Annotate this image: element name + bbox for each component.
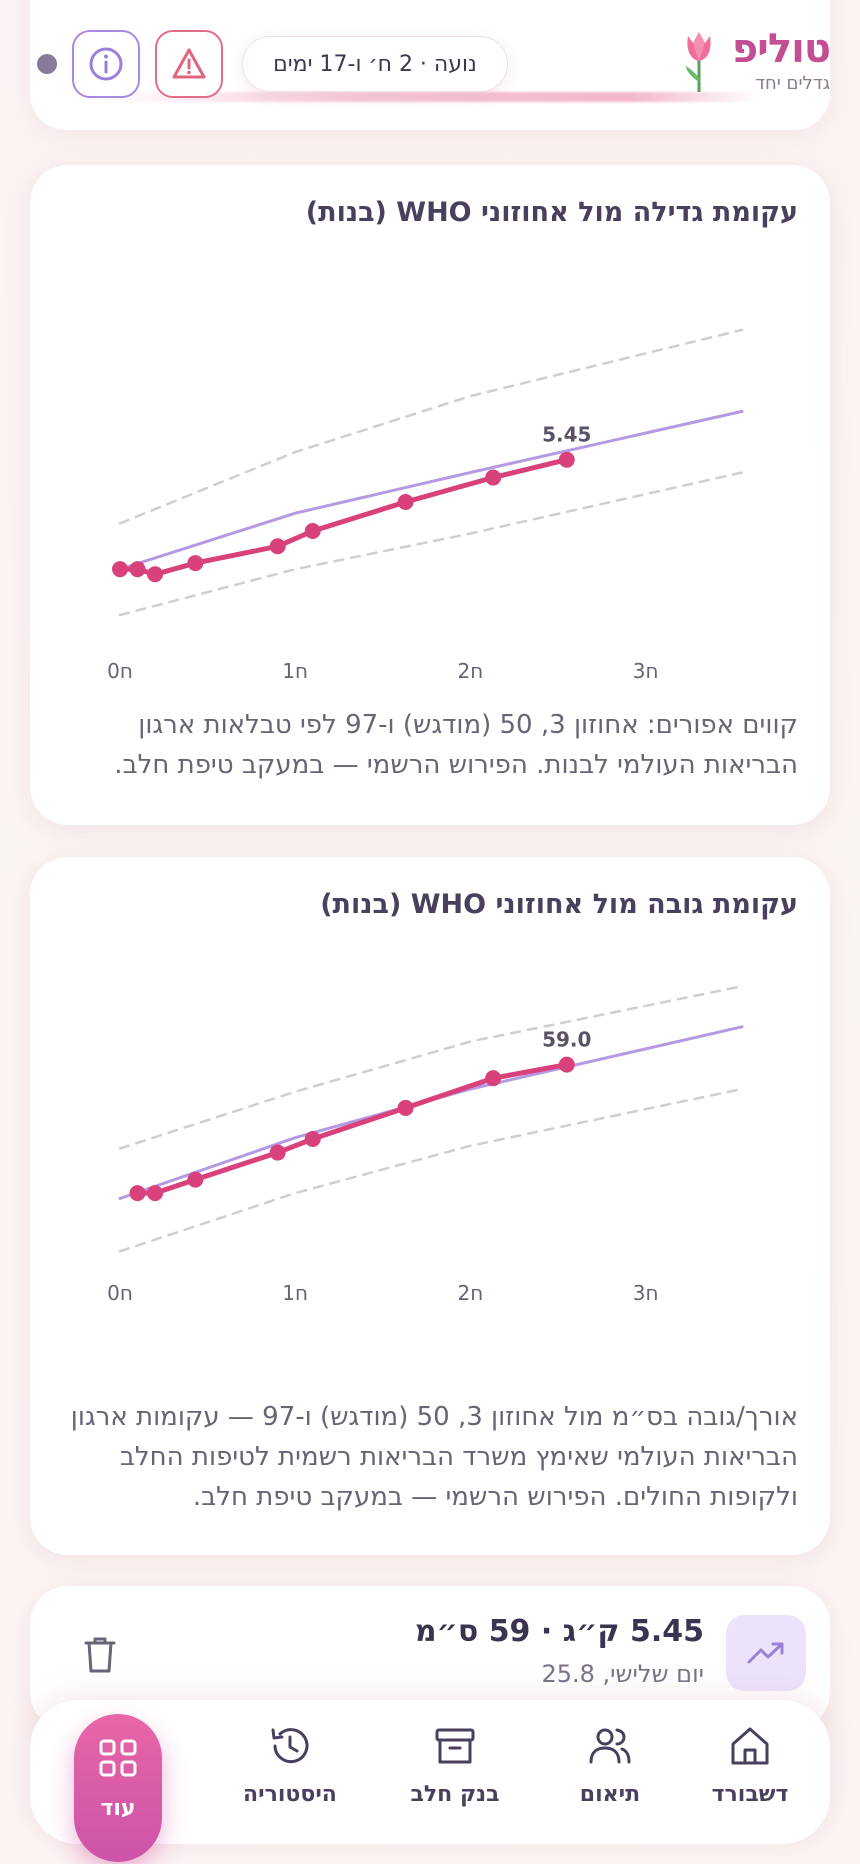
nav-milk-bank-label: בנק חלב [410, 1782, 500, 1807]
measured-point [129, 561, 146, 578]
measured-point [485, 469, 502, 486]
alert-button[interactable] [155, 30, 223, 98]
measured-point [112, 561, 128, 578]
x-tick-label: 2ח [458, 1281, 484, 1305]
last-value-label: 5.45 [542, 423, 591, 447]
measured-point [485, 1070, 502, 1087]
height-chart-card: עקומת גובה מול אחוזוני WHO (בנות) 59.0 0ח… [30, 857, 830, 1555]
home-icon [731, 1727, 769, 1765]
series-p97-line [118, 984, 744, 1150]
series-p97-line [118, 328, 744, 525]
status-dot [37, 54, 57, 74]
x-tick-label: 0ח [107, 659, 133, 683]
entry-measurements: 5.45 ק״ג · 59 ס״מ [414, 1614, 704, 1649]
x-tick-label: 3ח [633, 1281, 659, 1305]
weight-chart-title: עקומת גדילה מול אחוזוני WHO (בנות) [305, 197, 798, 228]
measured-point [304, 523, 321, 539]
measured-point [397, 1099, 414, 1116]
archive-box-icon [435, 1728, 475, 1764]
x-tick-label: 1ח [282, 659, 308, 683]
nav-more-label: עוד [100, 1796, 136, 1821]
entry-date: יום שלישי, 25.8 [541, 1660, 704, 1688]
trash-icon[interactable] [82, 1634, 118, 1674]
nav-dashboard-label: דשבורד [711, 1782, 789, 1807]
warning-icon [172, 48, 206, 79]
info-button[interactable] [72, 30, 140, 98]
x-tick-label: 0ח [107, 1281, 133, 1305]
height-chart-note: אורך/גובה בס״מ מול אחוזון 3, 50 (מודגש) … [70, 1402, 798, 1512]
measured-point [558, 451, 575, 468]
series-p3-line [118, 1087, 744, 1253]
nav-milk-bank[interactable]: בנק חלב [395, 1724, 515, 1807]
trend-icon-badge [726, 1615, 806, 1691]
measured-point [187, 1171, 204, 1188]
series-p3-line [118, 471, 744, 617]
weight-growth-chart: 5.45 0ח 1ח 2ח 3ח [107, 328, 744, 683]
baby-age-pill[interactable]: נועה · 2 ח׳ ו-17 ימים [242, 36, 508, 92]
header-accent-line [100, 92, 760, 102]
measured-point [187, 555, 204, 572]
nav-dashboard[interactable]: דשבורד [690, 1724, 810, 1807]
users-icon [589, 1728, 631, 1764]
height-chart-title: עקומת גובה מול אחוזוני WHO (בנות) [320, 889, 798, 920]
series-measured-line [137, 1062, 568, 1196]
measured-point [269, 1144, 286, 1161]
info-icon [89, 47, 123, 81]
measured-point [304, 1131, 321, 1148]
x-tick-label: 2ח [458, 659, 484, 683]
x-tick-label: 1ח [282, 1281, 308, 1305]
height-growth-chart: 59.0 0ח 1ח 2ח 3ח [107, 984, 744, 1305]
measured-point [558, 1056, 575, 1073]
history-clock-icon [271, 1728, 309, 1764]
brand-tagline: גדלים יחד [755, 72, 830, 94]
trending-up-icon [747, 1642, 784, 1664]
nav-more-button[interactable]: עוד [74, 1714, 162, 1862]
nav-history[interactable]: היסטוריה [230, 1724, 350, 1807]
nav-coordination[interactable]: תיאום [550, 1724, 670, 1807]
nav-history-label: היסטוריה [243, 1782, 337, 1807]
brand-name: טוליפ [731, 25, 831, 72]
tulip-logo-icon [685, 32, 711, 92]
grid-apps-icon [99, 1739, 137, 1777]
x-tick-label: 3ח [633, 659, 659, 683]
weight-chart-note: קווים אפורים: אחוזון 3, 50 (מודגש) ו-97 … [114, 710, 798, 780]
measured-point [147, 1185, 164, 1202]
weight-chart-card: עקומת גדילה מול אחוזוני WHO (בנות) 5.45 0… [30, 165, 830, 825]
brand[interactable]: טוליפ גדלים יחד [680, 25, 831, 94]
measured-point [269, 538, 286, 555]
measured-point [129, 1185, 146, 1202]
measured-point [147, 566, 164, 583]
measured-point [397, 493, 414, 510]
series-p50-line [118, 409, 744, 571]
nav-coordination-label: תיאום [579, 1782, 641, 1807]
bottom-navigation: דשבורד תיאום בנק חלב היסטוריה [30, 1700, 830, 1862]
app-header: טוליפ גדלים יחד נועה · 2 ח׳ ו-17 ימים [0, 0, 860, 130]
last-value-label: 59.0 [542, 1028, 591, 1052]
